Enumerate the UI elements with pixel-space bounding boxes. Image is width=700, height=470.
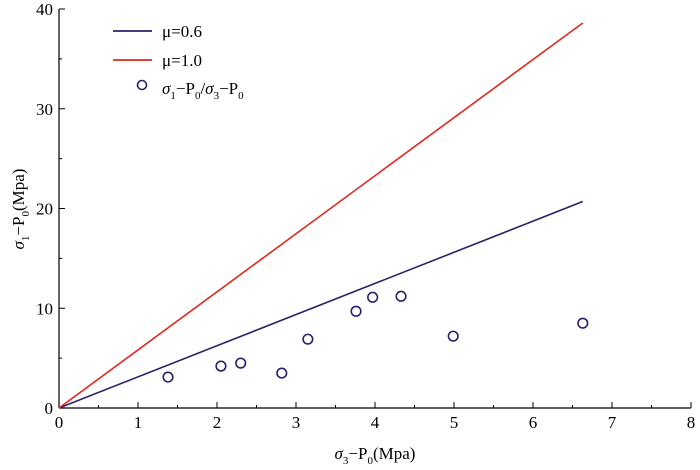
legend-sym-a: σ	[162, 79, 171, 98]
x-tick-label: 5	[450, 413, 459, 432]
x-tick-label: 6	[529, 413, 538, 432]
y-label-tail: (Mpa)	[9, 169, 28, 211]
legend-label-mu-0-6: μ=0.6	[162, 22, 202, 41]
y-tick-label: 30	[36, 100, 53, 119]
series-line-mu-1-0	[58, 22, 584, 409]
series-line-mu-0-6	[58, 200, 584, 409]
y-tick-label: 40	[36, 0, 53, 19]
legend-sub2-a: 0	[195, 90, 201, 102]
data-point	[447, 330, 459, 342]
x-label-sym: σ	[335, 444, 344, 463]
x-tick-label: 2	[213, 413, 222, 432]
x-label-tail: (Mpa)	[373, 444, 415, 463]
data-points	[162, 290, 589, 383]
y-tick-label: 0	[45, 399, 54, 418]
x-tick-label: 3	[292, 413, 301, 432]
data-point	[276, 367, 288, 379]
x-tick-label: 8	[687, 413, 696, 432]
data-point	[302, 333, 314, 345]
x-label-sub1: 3	[343, 455, 349, 467]
legend-sub-b: 3	[214, 90, 220, 102]
x-tick-label: 0	[55, 413, 64, 432]
x-tick-label: 4	[371, 413, 380, 432]
y-label-sym: σ	[9, 240, 28, 249]
data-point	[367, 291, 379, 303]
x-tick-label: 7	[608, 413, 617, 432]
legend-label-points: σ1−P0/σ3−P0	[162, 79, 244, 102]
legend-sub2-b: 0	[238, 90, 244, 102]
legend-swatch-points	[136, 79, 148, 91]
data-point	[395, 290, 407, 302]
data-point	[350, 305, 362, 317]
y-tick-label: 10	[36, 299, 53, 318]
data-point	[215, 360, 227, 372]
x-axis-label: σ3−P0(Mpa)	[335, 444, 416, 467]
y-axis-label: σ1−P0(Mpa)	[9, 169, 32, 250]
data-point	[235, 357, 247, 369]
legend-sym-b: σ	[205, 79, 214, 98]
legend-slash: /	[200, 79, 205, 98]
y-label-mid: −P	[9, 217, 28, 236]
x-tick-label: 1	[134, 413, 143, 432]
data-point	[162, 371, 174, 383]
legend-label-mu-1-0: μ=1.0	[162, 51, 202, 70]
legend-mid-a: −P	[176, 79, 195, 98]
legend: μ=0.6 μ=1.0 σ1−P0/σ3−P0	[113, 22, 244, 102]
y-label-sub2: 0	[20, 211, 32, 217]
y-tick-label: 20	[36, 200, 53, 219]
legend-mid-b: −P	[219, 79, 238, 98]
y-label-sub1: 1	[20, 236, 32, 242]
data-point	[577, 317, 589, 329]
legend-sub-a: 1	[170, 90, 176, 102]
x-label-mid: −P	[348, 444, 367, 463]
series	[58, 22, 584, 409]
x-label-sub2: 0	[367, 455, 373, 467]
axes	[58, 9, 691, 409]
